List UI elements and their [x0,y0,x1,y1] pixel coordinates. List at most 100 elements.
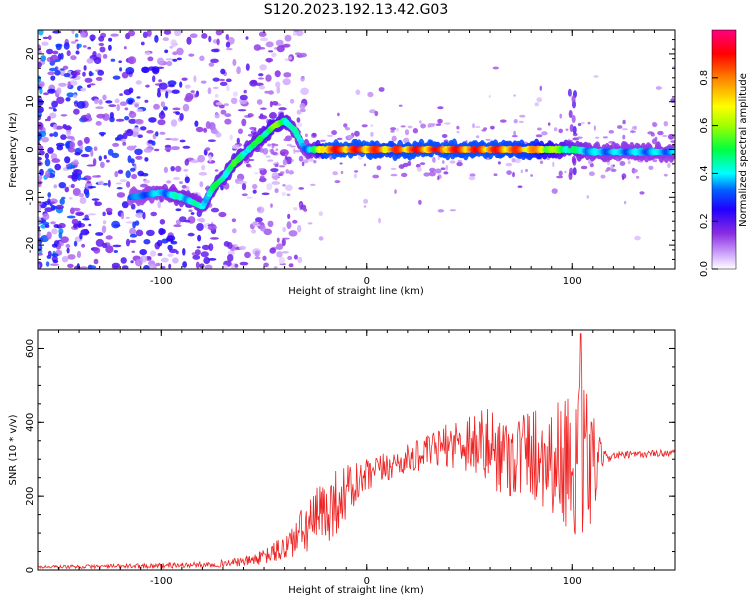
noise-blob [363,163,367,167]
noise-blob [73,94,77,99]
noise-blob [559,113,562,119]
noise-blob [129,227,137,235]
noise-blob [135,155,143,160]
noise-blob [313,160,317,164]
colorbar-gradient [711,29,737,270]
noise-blob [86,164,96,167]
noise-blob [76,250,82,259]
noise-blob [144,157,149,162]
noise-blob [75,50,80,55]
noise-blob [647,131,654,135]
noise-blob [245,163,251,167]
noise-blob [151,140,156,146]
noise-blob [537,127,542,131]
noise-blob [468,175,476,181]
noise-blob [60,114,68,117]
noise-blob [125,238,131,247]
noise-blob [514,158,521,164]
noise-blob [38,50,42,54]
noise-blob [619,161,626,166]
noise-blob [340,170,344,175]
noise-blob [263,228,273,236]
noise-blob [608,130,614,134]
noise-blob [288,230,298,237]
noise-blob [146,30,152,37]
noise-blob [135,258,142,267]
noise-blob [120,212,125,220]
noise-blob [400,125,406,128]
noise-blob [301,161,305,167]
noise-blob [238,180,248,185]
noise-blob [207,87,212,95]
spectrogram-y-axis-label: Frequency (Hz) [8,112,19,188]
noise-blob [111,220,120,229]
noise-blob [595,136,600,139]
noise-blob [662,134,668,138]
noise-blob [218,211,227,218]
noise-blob [309,183,316,186]
noise-blob [45,224,50,228]
noise-blob [140,41,145,46]
noise-blob [134,220,140,226]
noise-blob [374,110,379,117]
snr-plot-area [38,330,675,570]
noise-blob [146,130,154,134]
noise-blob [46,231,52,240]
noise-blob [612,164,616,167]
noise-blob [80,87,87,92]
noise-blob [418,199,422,205]
noise-blob [119,179,128,183]
colorbar-tick-label: 0.6 [699,118,710,134]
noise-blob [101,225,107,234]
noise-blob [200,80,207,84]
noise-blob [87,213,97,216]
noise-blob [283,72,292,78]
noise-blob [212,86,219,90]
noise-blob [652,159,658,163]
noise-blob [293,150,302,153]
noise-blob [51,243,58,248]
noise-blob [300,76,305,82]
noise-blob [73,240,78,247]
noise-blob [285,156,293,165]
noise-blob [92,51,97,58]
noise-blob [74,152,81,156]
noise-blob [175,165,182,172]
noise-blob [456,131,460,134]
noise-blob [93,56,102,65]
noise-blob [100,161,105,168]
noise-blob [254,256,261,260]
noise-blob [201,244,210,251]
noise-blob [552,161,555,168]
noise-blob [114,98,120,104]
noise-blob [170,39,177,47]
noise-blob [200,251,209,258]
noise-blob [64,186,70,193]
noise-blob [161,257,169,263]
noise-blob [166,60,173,67]
noise-blob [279,171,285,175]
noise-blob [185,92,194,101]
noise-blob [401,172,408,178]
noise-blob [282,78,291,86]
noise-blob [299,102,306,110]
noise-blob [241,118,247,127]
noise-blob [390,167,397,170]
noise-blob [96,113,106,119]
noise-blob [58,232,63,239]
noise-blob [197,234,202,242]
noise-blob [102,54,108,59]
noise-blob [70,41,77,44]
noise-blob [286,193,291,197]
noise-blob [194,249,201,256]
noise-blob [541,131,548,136]
noise-blob [154,35,159,43]
noise-blob [165,138,172,141]
noise-blob [288,170,294,175]
noise-blob [148,117,157,123]
noise-blob [287,255,293,261]
noise-blob [139,249,147,256]
noise-blob [145,84,150,88]
noise-blob [115,182,123,185]
